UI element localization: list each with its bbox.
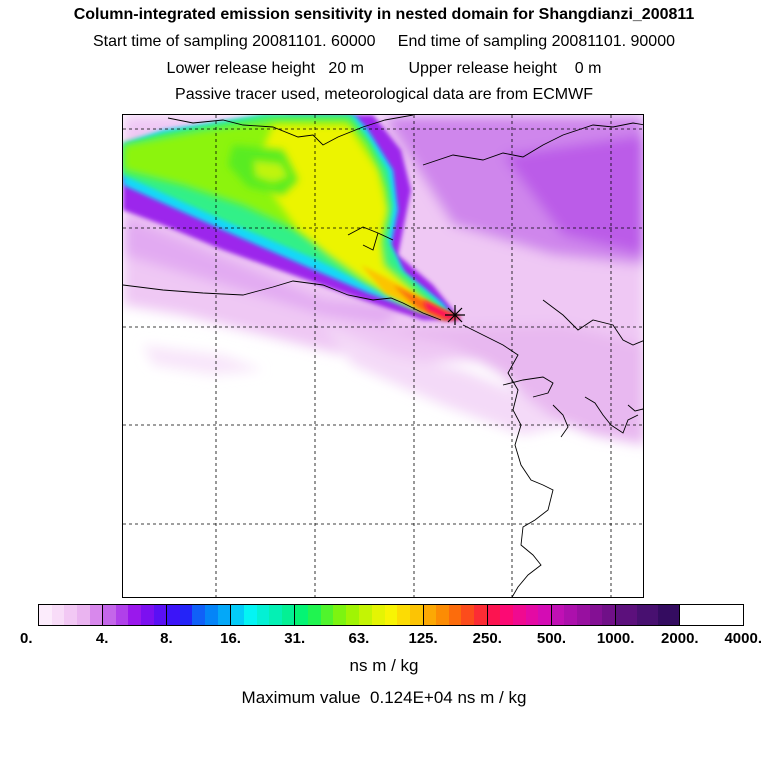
colorbar-swatch [140,605,154,625]
colorbar-interval [551,605,616,625]
sampling-times: Start time of sampling 20081101. 60000 E… [92,33,675,50]
colorbar-swatch [461,605,475,625]
colorbar-tick-label: 8. [160,630,173,647]
colorbar-swatch [423,605,437,625]
colorbar-swatch [256,605,270,625]
colorbar-swatch [436,605,449,625]
colorbar-swatch [487,605,501,625]
colorbar-tick-label: 16. [220,630,241,647]
colorbar-swatch [538,605,551,625]
colorbar-interval [39,605,104,625]
colorbar-swatch [657,605,679,625]
colorbar-swatch [281,605,295,625]
receptor-star-icon [445,305,465,325]
colorbar-swatch [128,605,141,625]
colorbar-swatch [217,605,231,625]
colorbar-interval [103,605,168,625]
colorbar-swatch [89,605,103,625]
colorbar-tick-label: 250. [472,630,502,647]
colorbar-swatch [205,605,218,625]
colorbar-swatch [372,605,385,625]
colorbar-interval [423,605,488,625]
colorbar-swatch [397,605,410,625]
colorbar-tick-label: 2000. [661,630,699,647]
colorbar-tick-label: 500. [536,630,567,647]
colorbar-swatch [512,605,526,625]
sensitivity-map [122,114,644,598]
max-value-label: Maximum value 0.124E+04 ns m / kg [241,688,527,707]
colorbar-interval [295,605,360,625]
colorbar-swatch [308,605,321,625]
colorbar-swatch [76,605,90,625]
colorbar-swatch [269,605,282,625]
grid-lines [123,115,643,597]
colorbar-interval [487,605,552,625]
colorbar-swatch [153,605,167,625]
colorbar-swatch [577,605,590,625]
colorbar-swatch [115,605,129,625]
colorbar-tick-label: 31. [284,630,306,647]
colorbar-swatch [500,605,513,625]
colorbar-swatch [179,605,193,625]
plot-title: Column-integrated emission sensitivity i… [73,6,695,23]
colorbar-tick-label: 4000. [724,630,762,647]
colorbar-swatch [525,605,539,625]
colorbar-swatch [243,605,257,625]
colorbar-tick-label: 125. [408,630,438,647]
tracer-info: Passive tracer used, meteorological data… [175,86,593,103]
colorbar-interval [231,605,296,625]
colorbar-swatch [192,605,206,625]
release-heights: Lower release height 20 m Upper release … [166,60,602,77]
colorbar-swatch [333,605,346,625]
colorbar-swatch [384,605,398,625]
colorbar-swatch [295,605,308,625]
colorbar-swatch [345,605,359,625]
plume [123,115,461,320]
map-canvas [123,115,643,597]
colorbar-tick-label: 1000. [596,630,635,647]
boundary-lines [123,115,643,597]
colorbar-swatch [359,605,373,625]
colorbar-swatch [167,605,180,625]
colorbar-swatch [39,605,52,625]
colorbar-swatch [64,605,77,625]
colorbar-swatch [409,605,423,625]
colorbar-swatch [551,605,565,625]
colorbar-interval [359,605,424,625]
colorbar-unit: ns m / kg [349,656,419,675]
colorbar-interval [167,605,232,625]
colorbar-swatch [602,605,615,625]
colorbar-swatch [103,605,116,625]
colorbar [38,604,744,626]
colorbar-swatch [51,605,65,625]
colorbar-swatch [564,605,577,625]
colorbar-swatch [320,605,334,625]
colorbar-interval [680,605,743,625]
colorbar-swatch [474,605,487,625]
colorbar-swatch [448,605,462,625]
colorbar-swatch [636,605,658,625]
colorbar-tick-label: 63. [348,630,370,647]
colorbar-tick-label: 0. [20,630,33,647]
colorbar-swatch [231,605,244,625]
colorbar-swatch [615,605,637,625]
colorbar-swatch [589,605,603,625]
colorbar-interval [615,605,680,625]
colorbar-tick-label: 4. [95,630,109,647]
